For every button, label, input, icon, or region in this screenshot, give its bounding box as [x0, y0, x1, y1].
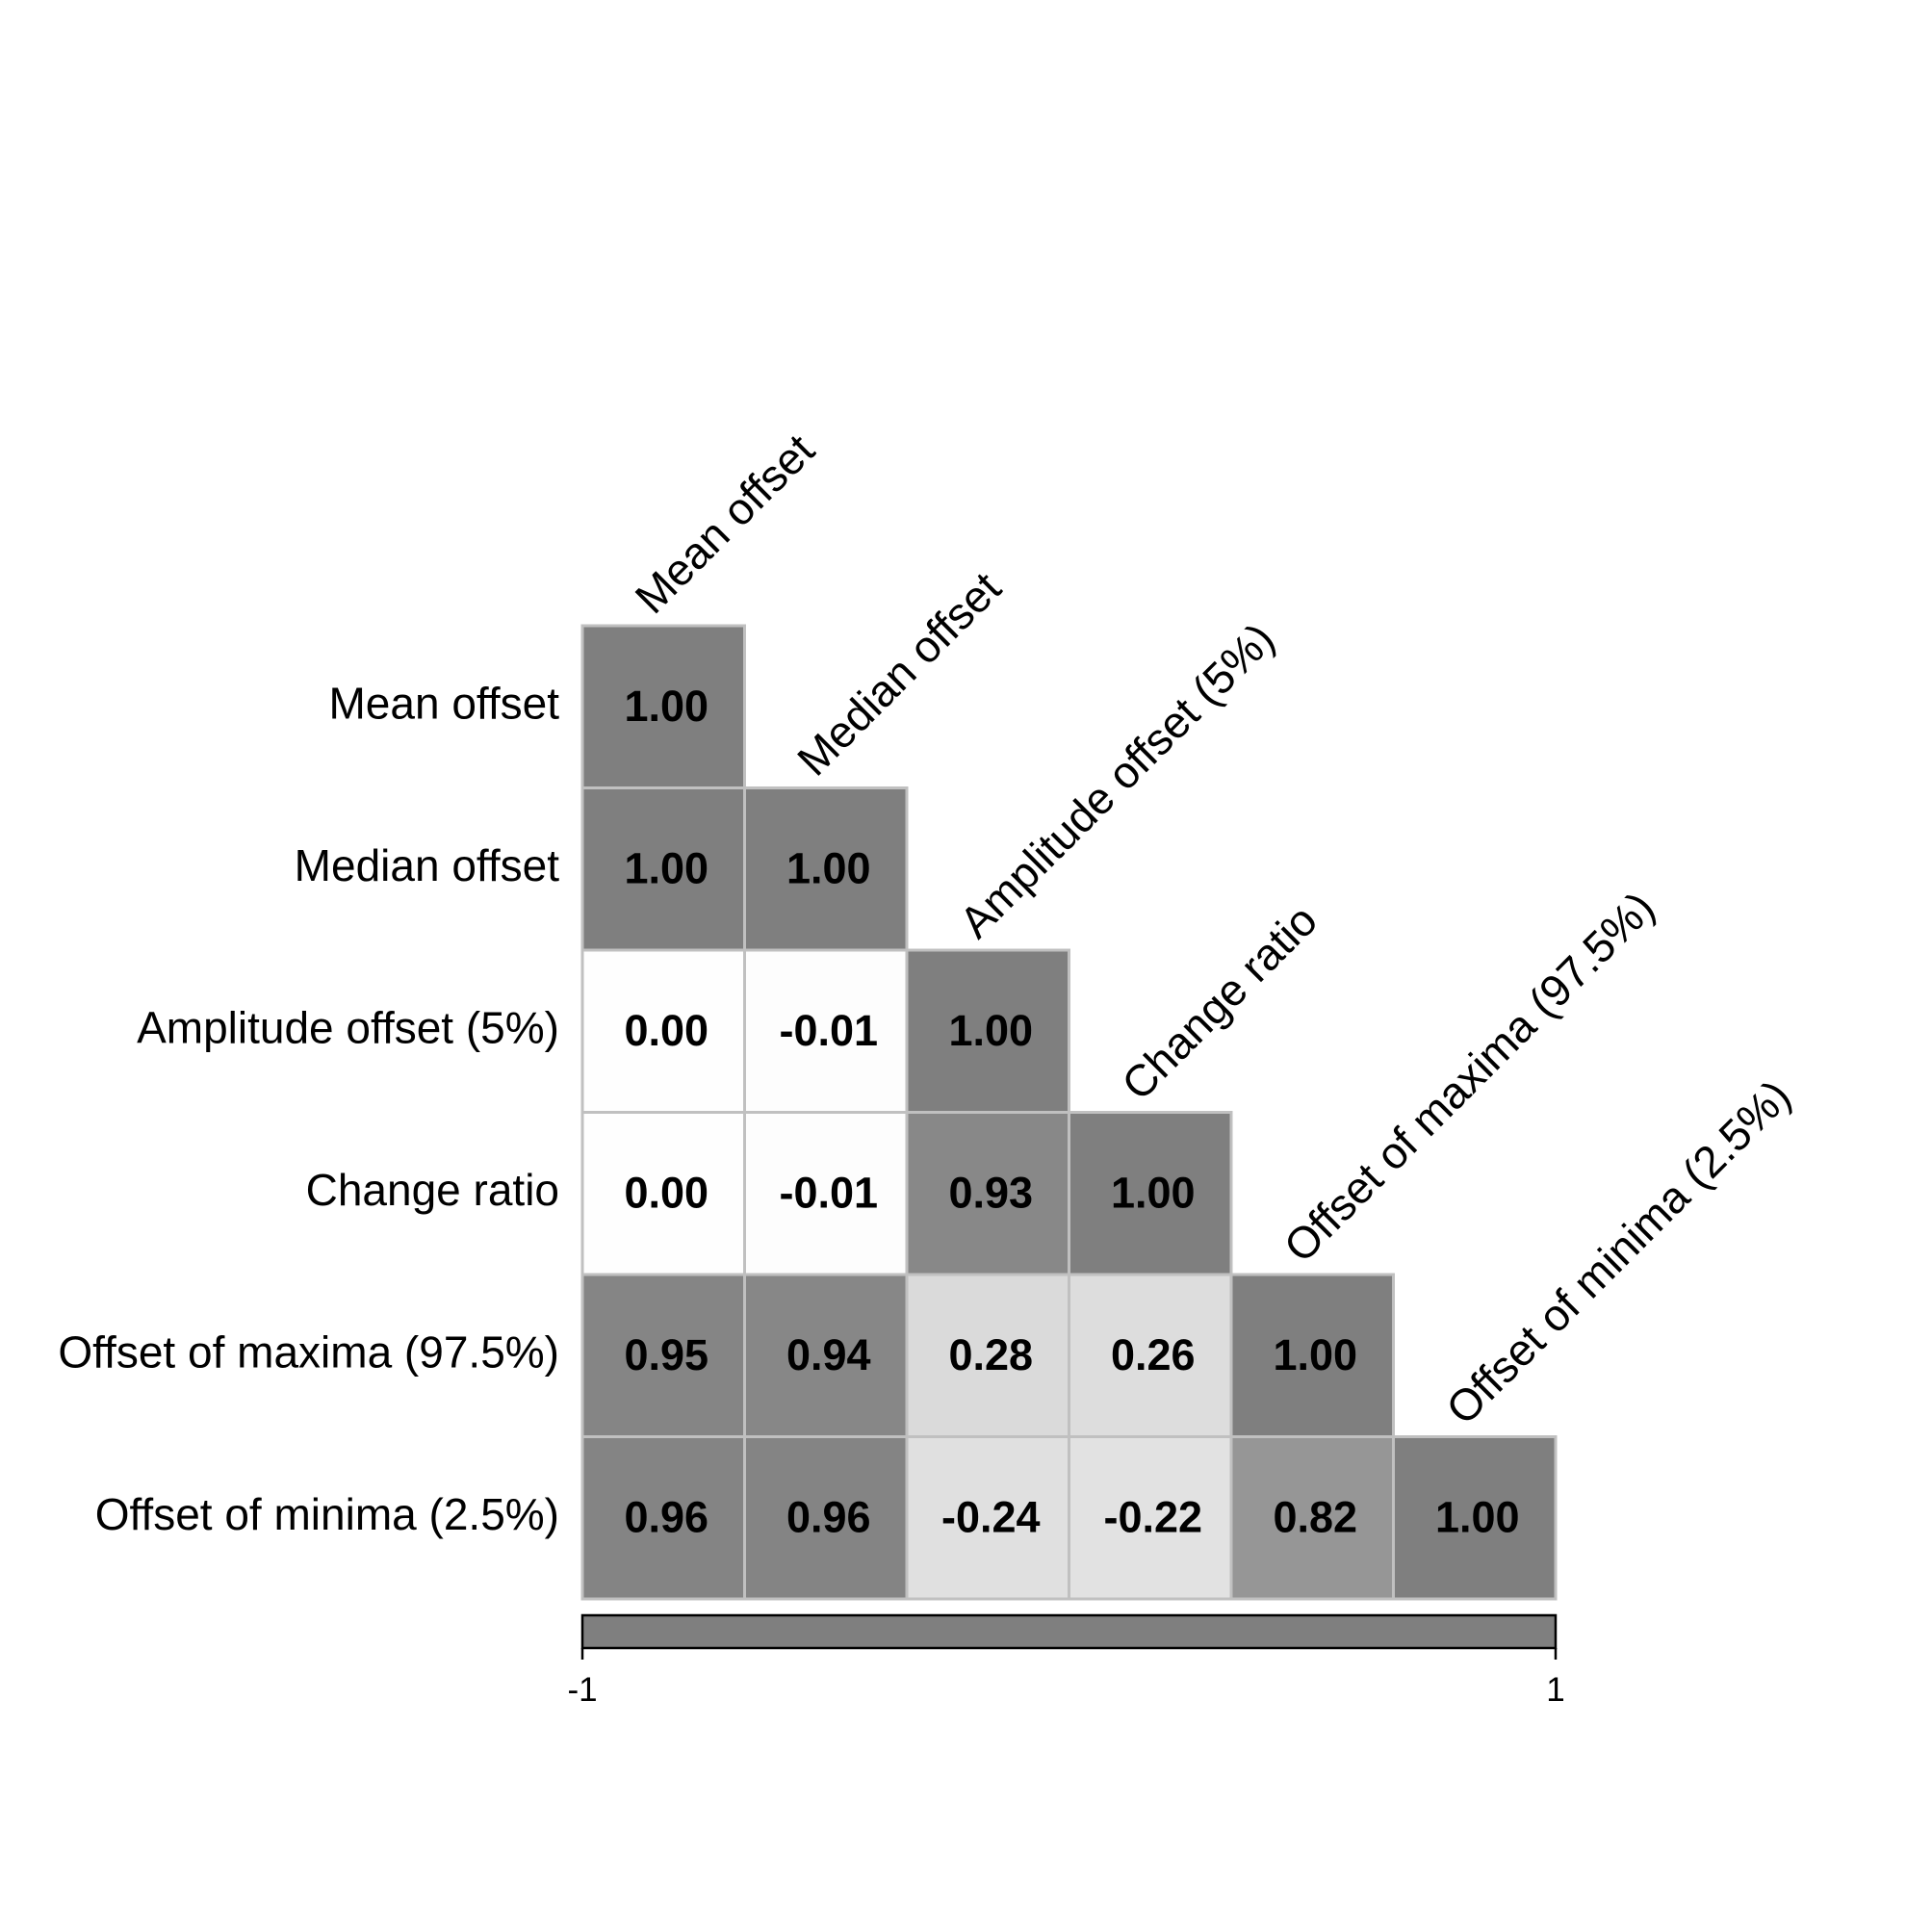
row-label: Mean offset — [328, 678, 559, 728]
heatmap-cell — [1392, 1435, 1558, 1601]
heatmap-cell-value: -0.22 — [1103, 1493, 1202, 1542]
colorbar: -1 1 — [567, 1613, 1565, 1709]
column-label: Amplitude offset (5%) — [950, 613, 1284, 947]
heatmap-cell-value: 0.82 — [1273, 1493, 1357, 1542]
heatmap-cell-value: 0.95 — [624, 1330, 708, 1379]
colorbar-bar — [580, 1613, 1558, 1650]
row-label: Median offset — [295, 840, 560, 890]
heatmap-cell-value: 1.00 — [1111, 1169, 1196, 1218]
heatmap-cell — [905, 948, 1070, 1114]
column-label: Median offset — [787, 562, 1011, 786]
heatmap-cell — [743, 1111, 909, 1276]
colorbar-tick-label: -1 — [567, 1671, 597, 1709]
heatmap-cell-value: 0.28 — [948, 1330, 1033, 1379]
heatmap-cell — [1068, 1111, 1233, 1276]
row-label: Change ratio — [306, 1165, 559, 1215]
heatmap-cell-labels: 1.00 1.00 1.00 0.00 -0.01 1.00 0.00 -0.01 0.93 1.… — [624, 682, 1519, 1542]
heatmap-cell — [1068, 1435, 1233, 1601]
colorbar-tick-label: 1 — [1546, 1671, 1564, 1709]
heatmap-cell-value: -0.01 — [779, 1006, 878, 1055]
heatmap-cell-value: 1.00 — [786, 844, 871, 893]
heatmap-cell-value: 1.00 — [948, 1006, 1033, 1055]
heatmap-cell-value: 1.00 — [624, 844, 708, 893]
heatmap-cell-value: -0.24 — [941, 1493, 1041, 1542]
heatmap-cell — [580, 624, 746, 789]
heatmap-cell — [743, 786, 909, 952]
heatmap-cell-value: 0.93 — [948, 1169, 1033, 1218]
row-labels: Mean offset Median offset Amplitude offset… — [58, 678, 559, 1539]
row-label: Amplitude offset (5%) — [137, 1002, 559, 1052]
column-label: Offset of maxima (97.5%) — [1275, 882, 1664, 1272]
heatmap-cell-value: 1.00 — [624, 682, 708, 731]
heatmap-cell-value: 0.96 — [786, 1493, 871, 1542]
heatmap-cell-value: 0.94 — [786, 1330, 871, 1379]
heatmap-cell-value: 0.96 — [624, 1493, 708, 1542]
heatmap-cell — [1068, 1273, 1233, 1438]
heatmap-cell-value: 0.00 — [624, 1006, 708, 1055]
column-label: Mean offset — [626, 425, 824, 623]
heatmap-cell — [743, 1435, 909, 1601]
heatmap-cell — [905, 1435, 1070, 1601]
column-label: Change ratio — [1112, 895, 1327, 1110]
heatmap-cell — [743, 1273, 909, 1438]
column-label: Offset of minima (2.5%) — [1436, 1070, 1800, 1434]
heatmap-cell-value: 1.00 — [1435, 1493, 1520, 1542]
heatmap-cell — [580, 1435, 746, 1601]
heatmap-cells — [580, 624, 1558, 1601]
heatmap-cell — [580, 786, 746, 952]
heatmap-cell-value: 1.00 — [1273, 1330, 1357, 1379]
heatmap-cell-value: 0.00 — [624, 1169, 708, 1218]
row-label: Offset of maxima (97.5%) — [58, 1327, 559, 1377]
heatmap-cell-value: -0.01 — [779, 1169, 878, 1218]
row-label: Offset of minima (2.5%) — [95, 1489, 559, 1539]
heatmap-cell — [1229, 1435, 1395, 1601]
heatmap-cell-value: 0.26 — [1111, 1330, 1196, 1379]
